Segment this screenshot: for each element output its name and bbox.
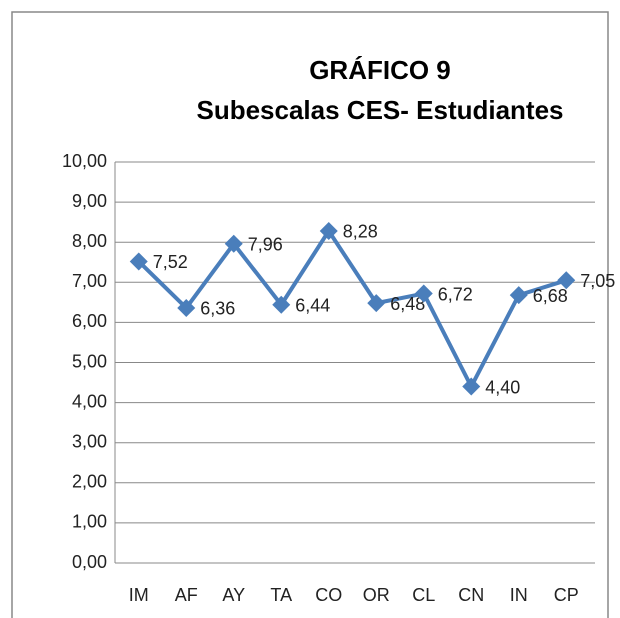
x-tick-label: IM bbox=[129, 585, 149, 605]
y-tick-label: 10,00 bbox=[62, 151, 107, 171]
data-point bbox=[129, 252, 148, 271]
y-tick-label: 5,00 bbox=[72, 351, 107, 371]
x-tick-label: CN bbox=[458, 585, 484, 605]
y-tick-label: 1,00 bbox=[72, 512, 107, 532]
chart-frame bbox=[11, 11, 609, 618]
y-tick-label: 6,00 bbox=[72, 311, 107, 331]
data-label: 8,28 bbox=[343, 222, 378, 242]
x-tick-label: TA bbox=[270, 585, 292, 605]
x-tick-label: OR bbox=[363, 585, 390, 605]
chart-title: GRÁFICO 9 bbox=[309, 55, 451, 85]
y-tick-label: 8,00 bbox=[72, 231, 107, 251]
data-label: 6,68 bbox=[533, 286, 568, 306]
data-label: 6,48 bbox=[390, 294, 425, 314]
x-tick-label: AY bbox=[222, 585, 245, 605]
x-tick-label: CL bbox=[412, 585, 435, 605]
y-tick-label: 0,00 bbox=[72, 552, 107, 572]
data-label: 7,96 bbox=[248, 235, 283, 255]
x-tick-label: CO bbox=[315, 585, 342, 605]
y-tick-label: 9,00 bbox=[72, 191, 107, 211]
data-point bbox=[177, 298, 196, 317]
x-tick-label: IN bbox=[510, 585, 528, 605]
data-label: 7,05 bbox=[580, 271, 615, 291]
y-tick-label: 7,00 bbox=[72, 271, 107, 291]
data-label: 6,36 bbox=[200, 299, 235, 319]
data-point bbox=[367, 294, 386, 313]
y-tick-label: 3,00 bbox=[72, 431, 107, 451]
data-point bbox=[319, 221, 338, 240]
data-label: 6,72 bbox=[438, 284, 473, 304]
data-point bbox=[509, 286, 528, 305]
y-tick-label: 4,00 bbox=[72, 391, 107, 411]
chart-subtitle: Subescalas CES- Estudiantes bbox=[196, 95, 563, 125]
data-point bbox=[272, 295, 291, 314]
data-point bbox=[557, 271, 576, 290]
data-line bbox=[137, 228, 567, 389]
data-point bbox=[224, 234, 243, 253]
data-label: 6,44 bbox=[295, 296, 330, 316]
data-label: 7,52 bbox=[153, 252, 188, 272]
x-tick-label: CP bbox=[554, 585, 579, 605]
x-tick-label: AF bbox=[175, 585, 198, 605]
data-label: 4,40 bbox=[485, 377, 520, 397]
data-point bbox=[462, 377, 481, 396]
y-tick-label: 2,00 bbox=[72, 472, 107, 492]
data-point bbox=[414, 284, 433, 303]
